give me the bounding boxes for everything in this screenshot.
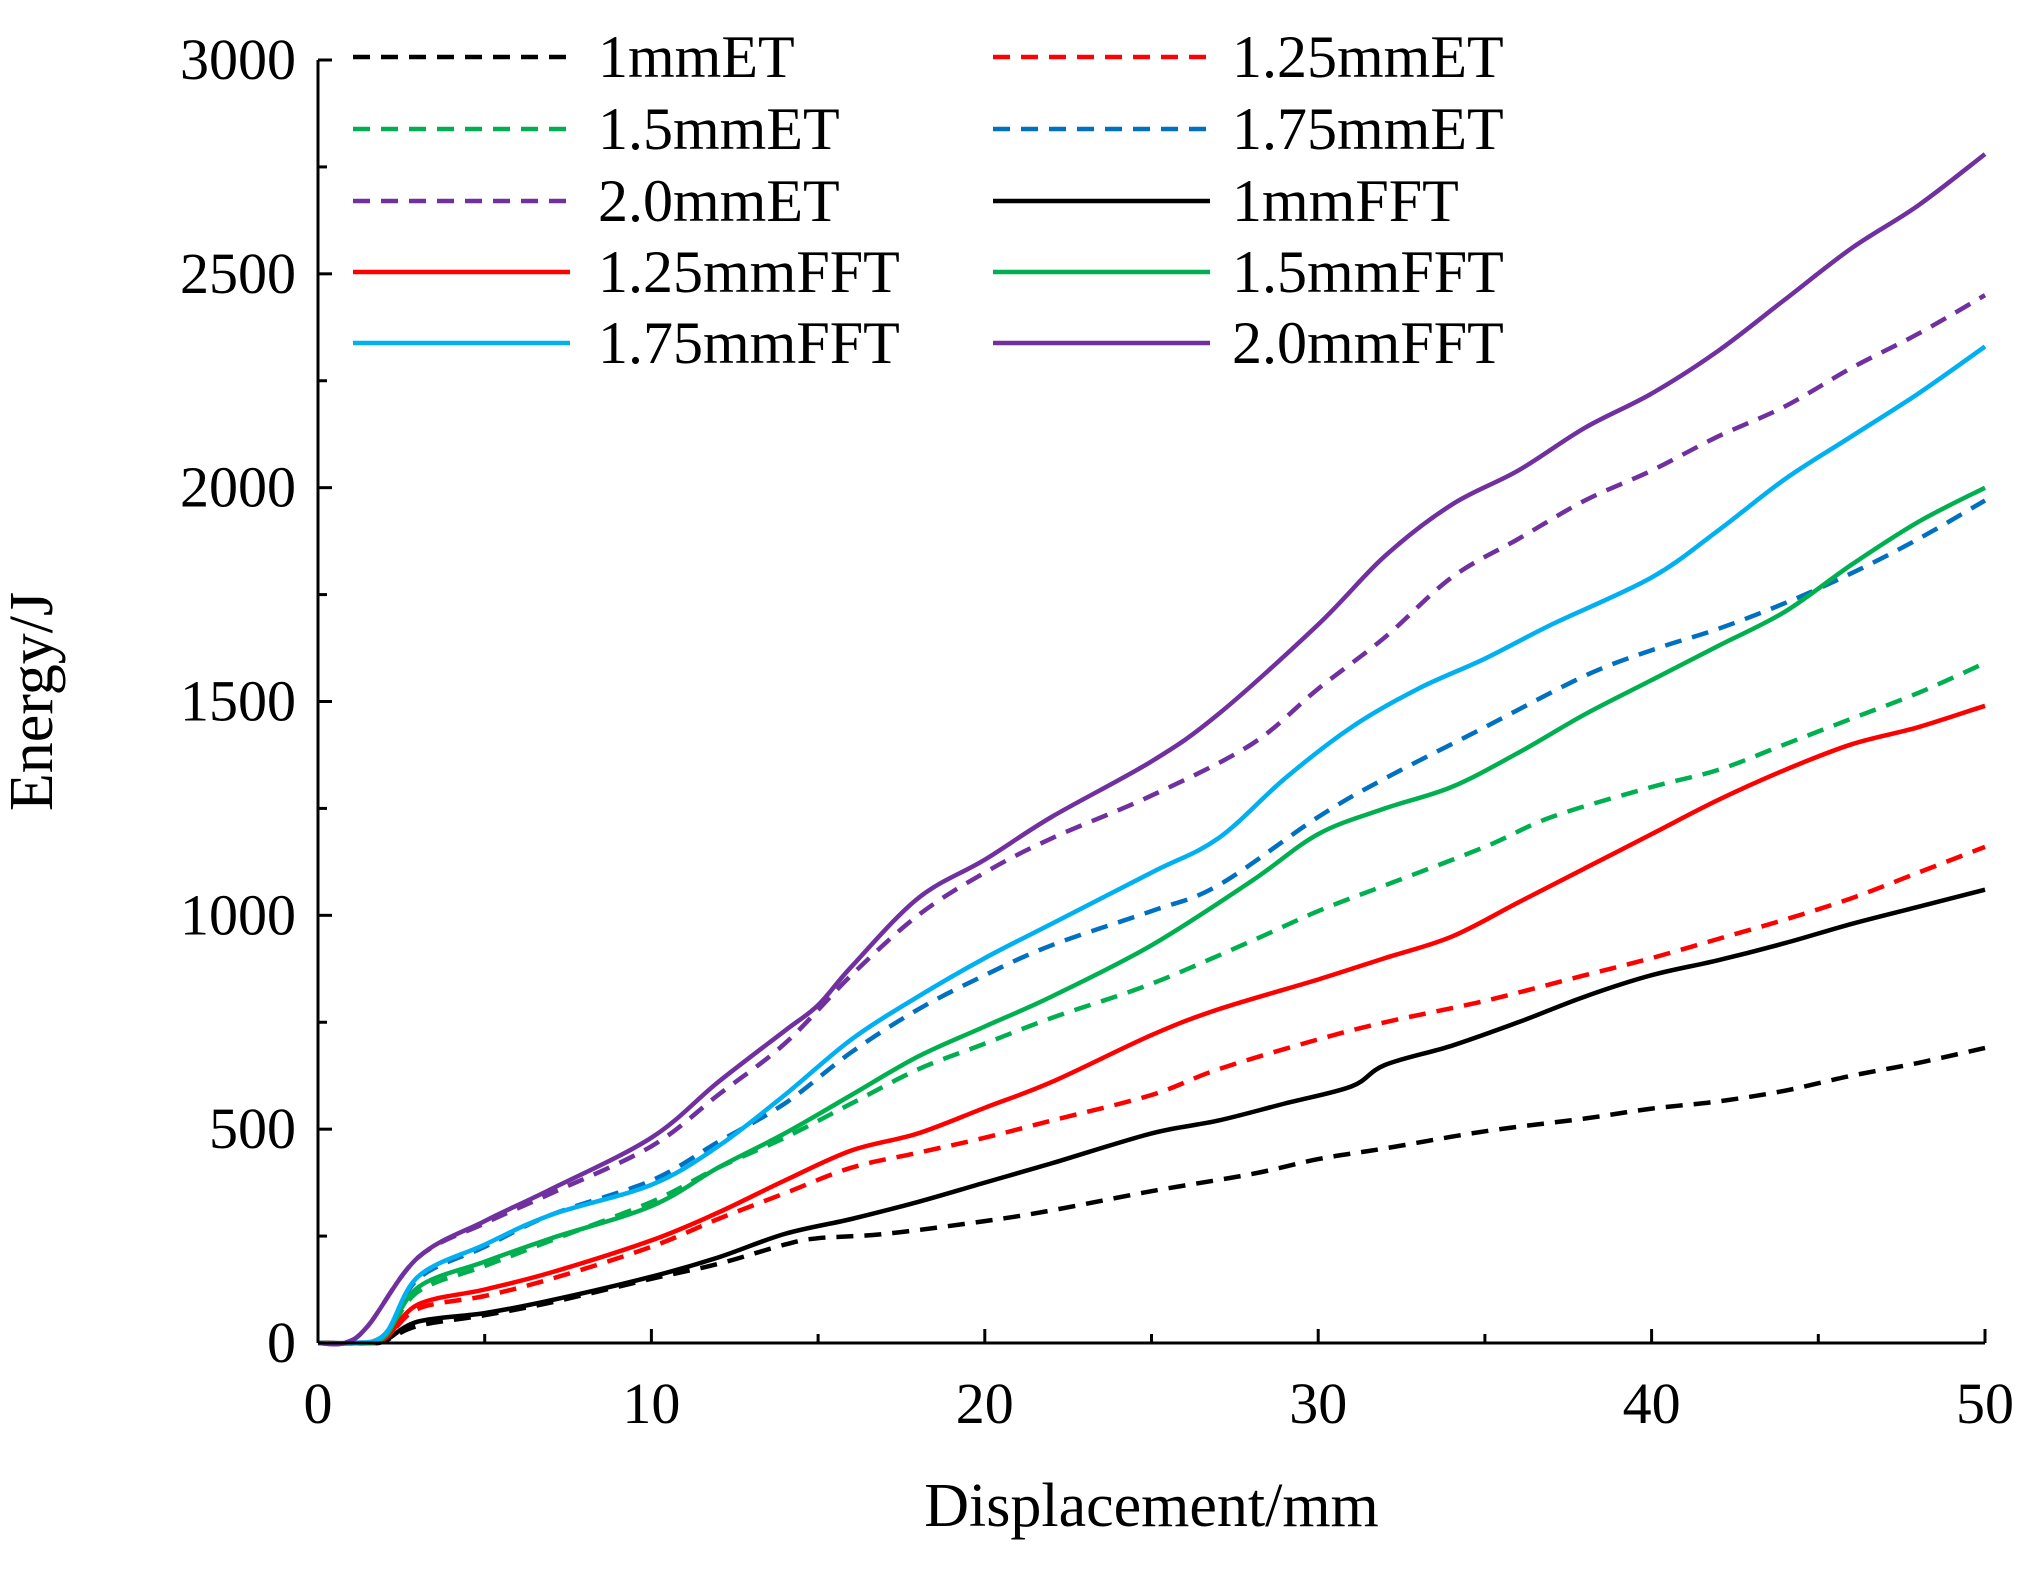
x-tick-label: 10: [622, 1371, 680, 1436]
axes: [316, 60, 1985, 1345]
y-tick-label: 2500: [180, 241, 296, 306]
series-line-1-25mmet: [317, 844, 1986, 1346]
x-tick-label: 0: [304, 1371, 333, 1436]
legend-label-1-25mmet: 1.25mmET: [1232, 24, 1504, 90]
x-tick-label: 40: [1623, 1371, 1681, 1436]
legend-label-1mmfft: 1mmFFT: [1232, 168, 1459, 234]
series-line-1-25mmfft: [317, 703, 1986, 1346]
legend-label-1-25mmfft: 1.25mmFFT: [598, 239, 900, 305]
x-tick-label: 50: [1956, 1371, 2014, 1436]
series-line-1mmfft: [317, 887, 1986, 1346]
y-tick-label: 500: [209, 1096, 296, 1161]
x-tick-label: 20: [956, 1371, 1014, 1436]
y-tick-label: 2000: [180, 455, 296, 520]
legend-label-2-0mmet: 2.0mmET: [598, 168, 840, 234]
series-line-2-0mmet: [317, 293, 1987, 1347]
y-tick-label: 1000: [180, 882, 296, 947]
legend-label-1-5mmet: 1.5mmET: [598, 96, 840, 162]
legend: 1mmET 1.25mmET 1.5mmET 1.75mmET 2.0mmET 1mmFF…: [353, 24, 1504, 376]
x-tick-label: 30: [1289, 1371, 1347, 1436]
legend-label-1-75mmfft: 1.75mmFFT: [598, 310, 900, 376]
ticks: 0 500 1000 1500 2000 2500 3000 0 10 20 30 40 50: [180, 27, 2014, 1436]
series-line-1-75mmfft: [317, 344, 1987, 1346]
x-axis-title: Displacement/mm: [924, 1472, 1379, 1540]
legend-label-1-75mmet: 1.75mmET: [1232, 96, 1504, 162]
series-line-1-75mmet: [317, 498, 1987, 1346]
legend-label-2-0mmfft: 2.0mmFFT: [1232, 310, 1504, 376]
series-line-2-0mmfft: [317, 152, 1987, 1347]
y-tick-label: 0: [267, 1310, 296, 1375]
series-line-1-5mmet: [317, 660, 1986, 1346]
y-tick-label: 1500: [180, 669, 296, 734]
y-tick-label: 3000: [180, 27, 296, 92]
series-line-1mmet: [317, 1045, 1986, 1346]
series-layer: [317, 152, 1987, 1347]
legend-label-1-5mmfft: 1.5mmFFT: [1232, 239, 1504, 305]
legend-label-1mmet: 1mmET: [598, 24, 795, 90]
y-axis-title: Energy/J: [0, 592, 66, 811]
series-line-1-5mmfft: [317, 485, 1987, 1346]
